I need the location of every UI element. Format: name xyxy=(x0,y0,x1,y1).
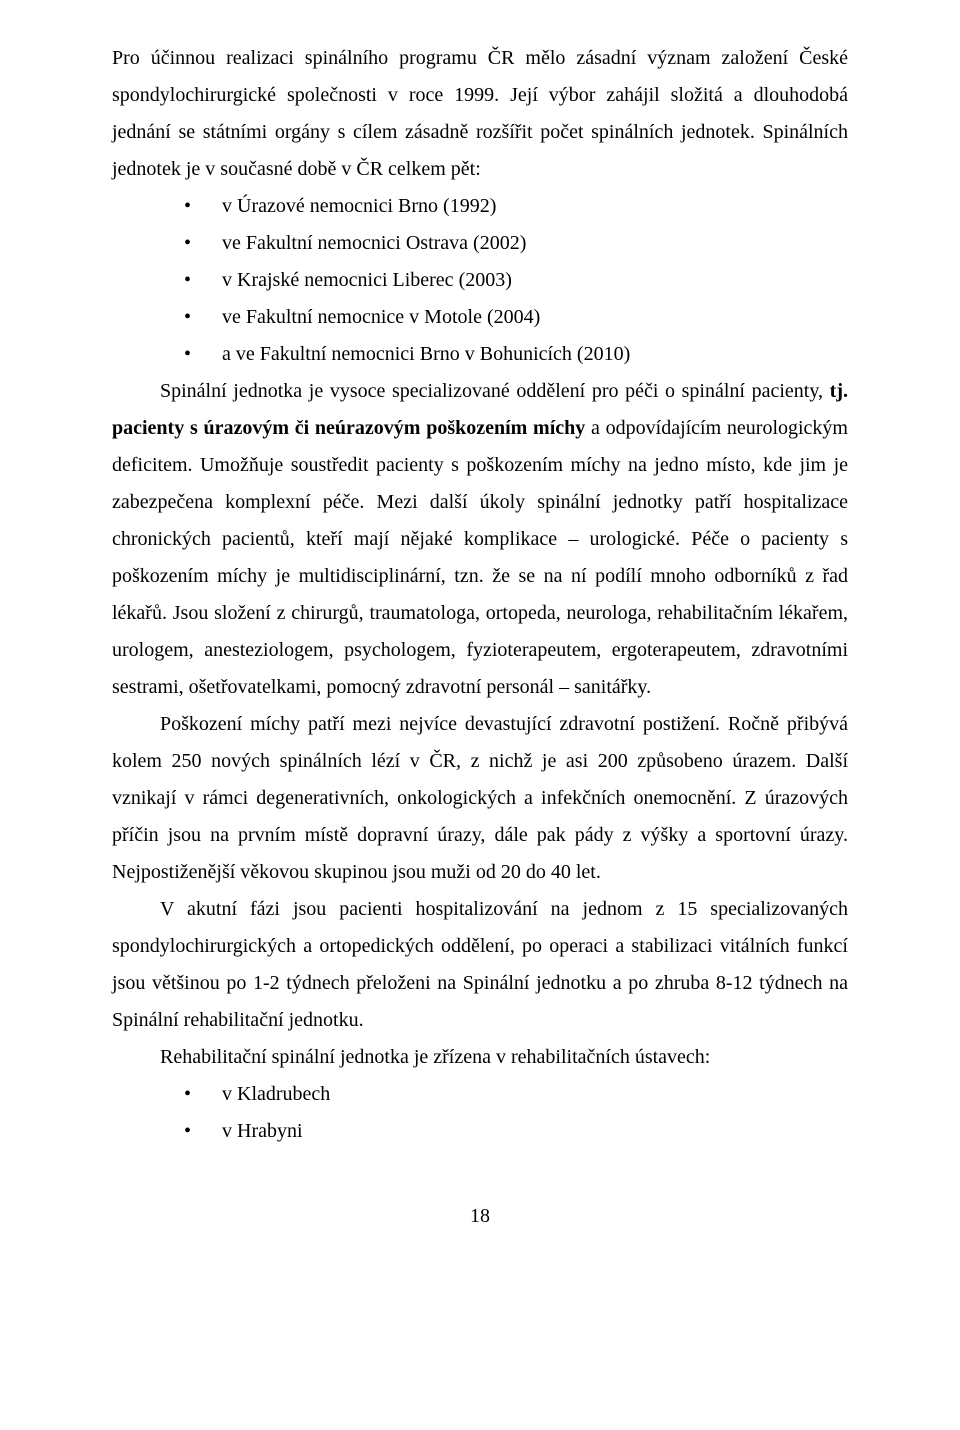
list-item: a ve Fakultní nemocnici Brno v Bohunicíc… xyxy=(112,336,848,373)
paragraph-stats: Poškození míchy patří mezi nejvíce devas… xyxy=(112,706,848,891)
list-item: ve Fakultní nemocnici Ostrava (2002) xyxy=(112,225,848,262)
rehab-centers-list: v Kladrubech v Hrabyni xyxy=(112,1076,848,1150)
list-item: ve Fakultní nemocnice v Motole (2004) xyxy=(112,299,848,336)
document-page: Pro účinnou realizaci spinálního program… xyxy=(0,0,960,1430)
spinal-units-list: v Úrazové nemocnici Brno (1992) ve Fakul… xyxy=(112,188,848,373)
paragraph-spinal-unit: Spinální jednotka je vysoce specializova… xyxy=(112,373,848,706)
text-span: Spinální jednotka je vysoce specializova… xyxy=(160,380,830,402)
page-number: 18 xyxy=(112,1198,848,1235)
list-item: v Krajské nemocnici Liberec (2003) xyxy=(112,262,848,299)
text-span: a odpovídajícím neurologickým deficitem.… xyxy=(112,417,848,698)
paragraph-intro: Pro účinnou realizaci spinálního program… xyxy=(112,40,848,188)
paragraph-acute: V akutní fázi jsou pacienti hospitalizov… xyxy=(112,891,848,1039)
paragraph-rehab: Rehabilitační spinální jednotka je zříze… xyxy=(112,1039,848,1076)
list-item: v Úrazové nemocnici Brno (1992) xyxy=(112,188,848,225)
list-item: v Kladrubech xyxy=(112,1076,848,1113)
list-item: v Hrabyni xyxy=(112,1113,848,1150)
